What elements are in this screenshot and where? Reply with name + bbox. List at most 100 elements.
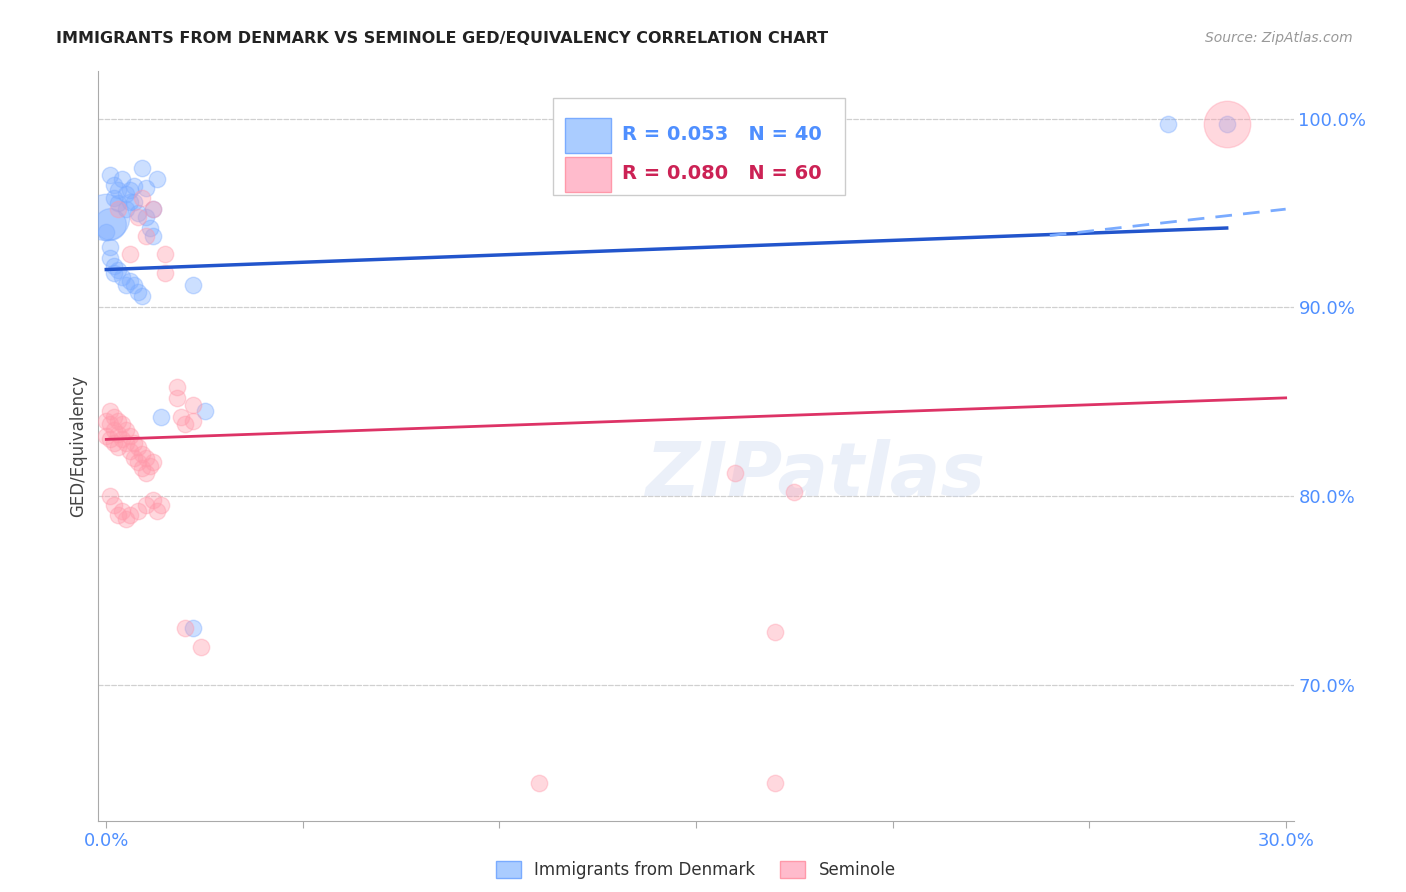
Point: [135, 451, 157, 466]
Text: Source: ZipAtlas.com: Source: ZipAtlas.com: [1205, 31, 1353, 45]
Point: [111, 433, 134, 447]
Point: [118, 194, 141, 209]
Point: [146, 172, 169, 186]
Point: [131, 448, 153, 462]
Point: [111, 417, 134, 432]
Point: [111, 504, 134, 518]
Point: [150, 499, 173, 513]
Point: [127, 285, 149, 300]
Point: [107, 196, 129, 211]
Point: [135, 467, 157, 481]
Point: [115, 436, 138, 450]
Point: [111, 270, 134, 285]
Point: [763, 776, 786, 790]
Point: [527, 776, 550, 790]
Point: [98, 168, 121, 182]
Point: [115, 277, 138, 292]
Point: [135, 181, 157, 195]
FancyBboxPatch shape: [565, 157, 612, 192]
Point: [142, 492, 165, 507]
Point: [155, 247, 177, 261]
Point: [107, 262, 129, 277]
Point: [115, 511, 138, 525]
Point: [122, 436, 145, 450]
Point: [98, 217, 121, 231]
Point: [103, 259, 125, 273]
Point: [96, 413, 118, 427]
Point: [146, 504, 169, 518]
Point: [96, 428, 118, 442]
Point: [127, 440, 149, 454]
FancyBboxPatch shape: [553, 97, 845, 195]
Point: [98, 489, 121, 503]
Point: [103, 409, 125, 424]
Point: [118, 183, 141, 197]
Point: [181, 277, 204, 292]
Point: [118, 274, 141, 288]
Point: [724, 467, 747, 481]
Point: [135, 228, 157, 243]
Point: [138, 221, 160, 235]
Text: IMMIGRANTS FROM DENMARK VS SEMINOLE GED/EQUIVALENCY CORRELATION CHART: IMMIGRANTS FROM DENMARK VS SEMINOLE GED/…: [56, 31, 828, 46]
Point: [107, 440, 129, 454]
Text: R = 0.053   N = 40: R = 0.053 N = 40: [621, 125, 821, 145]
Point: [122, 194, 145, 209]
Point: [103, 423, 125, 437]
Point: [170, 409, 193, 424]
Point: [107, 508, 129, 522]
Point: [1215, 117, 1237, 131]
Point: [127, 455, 149, 469]
Point: [103, 178, 125, 192]
Point: [115, 202, 138, 216]
Point: [118, 443, 141, 458]
Point: [115, 423, 138, 437]
Point: [174, 621, 197, 635]
Point: [142, 202, 165, 216]
Point: [127, 504, 149, 518]
Point: [107, 426, 129, 441]
Point: [98, 404, 121, 418]
Point: [181, 399, 204, 413]
Point: [131, 289, 153, 303]
Point: [111, 172, 134, 186]
Point: [127, 210, 149, 224]
Point: [193, 404, 215, 418]
Point: [174, 417, 197, 432]
Point: [1215, 117, 1237, 131]
Point: [142, 455, 165, 469]
Point: [118, 508, 141, 522]
Legend: Immigrants from Denmark, Seminole: Immigrants from Denmark, Seminole: [488, 853, 904, 888]
Point: [98, 251, 121, 265]
Point: [166, 379, 188, 393]
Point: [131, 161, 153, 175]
Text: ZIPatlas: ZIPatlas: [645, 440, 986, 513]
Point: [127, 206, 149, 220]
FancyBboxPatch shape: [565, 118, 612, 153]
Point: [118, 428, 141, 442]
Point: [96, 225, 118, 239]
Point: [103, 266, 125, 280]
Point: [135, 210, 157, 224]
Y-axis label: GED/Equivalency: GED/Equivalency: [69, 375, 87, 517]
Point: [1157, 117, 1180, 131]
Point: [135, 499, 157, 513]
Point: [118, 247, 141, 261]
Point: [103, 436, 125, 450]
Point: [115, 187, 138, 202]
Point: [122, 277, 145, 292]
Point: [763, 624, 786, 639]
Point: [783, 485, 806, 500]
Point: [142, 228, 165, 243]
Point: [122, 179, 145, 194]
Point: [107, 202, 129, 216]
Point: [138, 458, 160, 473]
Point: [181, 621, 204, 635]
Point: [155, 266, 177, 280]
Point: [131, 191, 153, 205]
Point: [98, 417, 121, 432]
Text: R = 0.080   N = 60: R = 0.080 N = 60: [621, 164, 821, 183]
Point: [150, 409, 173, 424]
Point: [166, 391, 188, 405]
Point: [98, 240, 121, 254]
Point: [122, 451, 145, 466]
